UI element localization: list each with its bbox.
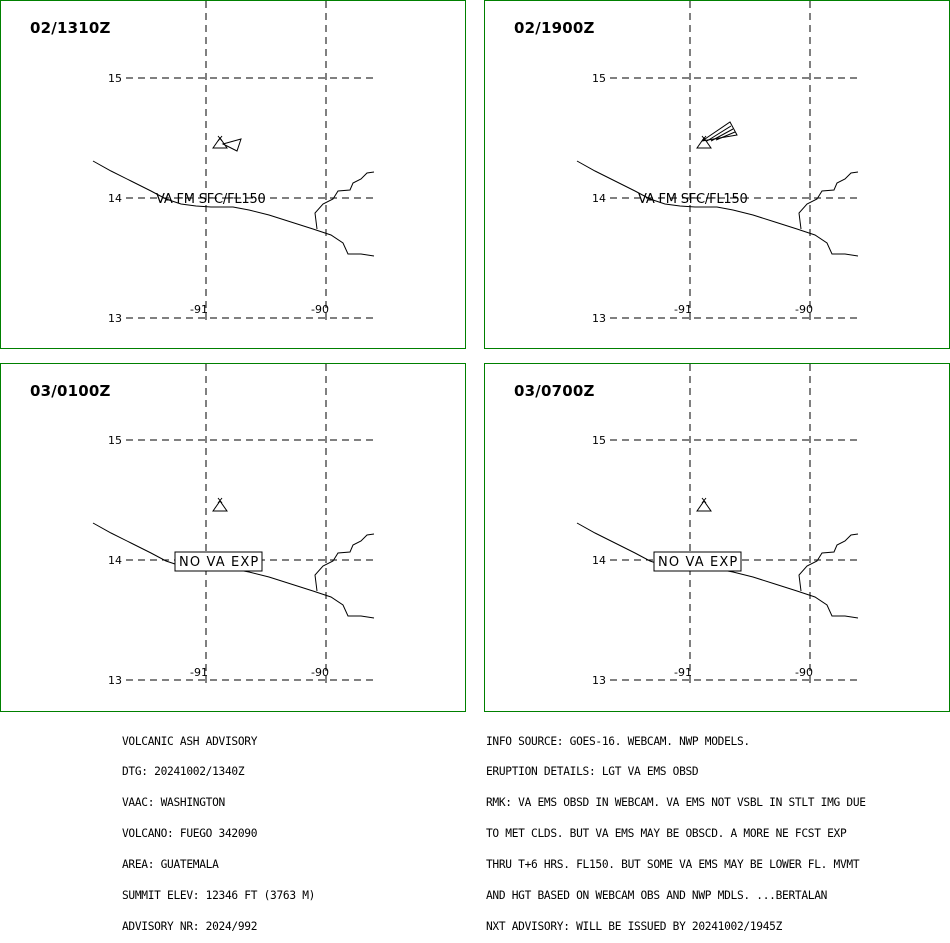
advisory-line: INFO SOURCE: GOES-16. WEBCAM. NWP MODELS… bbox=[486, 734, 750, 748]
lon-label-91: -91 bbox=[190, 666, 208, 679]
panel-time: 02/1900Z bbox=[514, 19, 595, 37]
no-va-box bbox=[174, 551, 263, 572]
advisory-line: VOLCANIC ASH ADVISORY bbox=[122, 734, 258, 748]
lat-label-13: 13 bbox=[108, 674, 122, 687]
panel-time: 03/0100Z bbox=[30, 382, 111, 400]
volcano-icon bbox=[696, 497, 712, 512]
map-panel-4: 15 14 13 -91 -90 NO VA EXP 03/0700Z bbox=[484, 363, 950, 712]
volcano-icon bbox=[696, 135, 712, 149]
lat-label-15: 15 bbox=[592, 434, 606, 447]
coastline bbox=[576, 160, 859, 257]
border-line bbox=[314, 533, 375, 592]
map-canvas: 15 14 13 -91 -90 VA FM SFC/FL150 bbox=[92, 1, 376, 325]
grid-lines bbox=[610, 364, 860, 684]
advisory-line: AND HGT BASED ON WEBCAM OBS AND NWP MDLS… bbox=[486, 889, 828, 903]
lon-label-90: -90 bbox=[795, 666, 813, 679]
ash-polygon bbox=[701, 121, 738, 142]
lon-label-91: -91 bbox=[674, 666, 692, 679]
va-label: VA FM SFC/FL150 bbox=[156, 192, 266, 207]
panel-time: 02/1310Z bbox=[30, 19, 111, 37]
lon-label-90: -90 bbox=[311, 303, 329, 316]
map-canvas: 15 14 13 -91 -90 VA FM SFC/FL150 bbox=[576, 1, 860, 325]
grid-lines bbox=[610, 1, 860, 321]
lon-label-90: -90 bbox=[795, 303, 813, 316]
lon-label-91: -91 bbox=[674, 303, 692, 316]
grid-lines bbox=[126, 1, 376, 321]
ash-polygon bbox=[221, 138, 242, 152]
lat-label-13: 13 bbox=[592, 312, 606, 325]
grid-lines bbox=[126, 364, 376, 684]
va-label: VA FM SFC/FL150 bbox=[638, 192, 748, 207]
advisory-line: ERUPTION DETAILS: LGT VA EMS OBSD bbox=[486, 765, 699, 779]
lat-label-13: 13 bbox=[592, 674, 606, 687]
advisory-line: RMK: VA EMS OBSD IN WEBCAM. VA EMS NOT V… bbox=[486, 796, 866, 810]
volcano-icon bbox=[212, 497, 228, 512]
lat-label-14: 14 bbox=[592, 192, 606, 205]
advisory-line: NXT ADVISORY: WILL BE ISSUED BY 20241002… bbox=[486, 919, 783, 933]
advisory-line: SUMMIT ELEV: 12346 FT (3763 M) bbox=[122, 889, 316, 903]
advisory-line: THRU T+6 HRS. FL150. BUT SOME VA EMS MAY… bbox=[486, 858, 860, 872]
lat-label-15: 15 bbox=[108, 434, 122, 447]
lat-label-13: 13 bbox=[108, 312, 122, 325]
advisory-line: DTG: 20241002/1340Z bbox=[122, 765, 245, 779]
advisory-line: ADVISORY NR: 2024/992 bbox=[122, 919, 258, 933]
map-panel-3: 15 14 13 -91 -90 NO VA EXP 03/0100Z bbox=[0, 363, 466, 712]
no-va-box bbox=[653, 551, 742, 572]
map-panel-1: 15 14 13 -91 -90 VA FM SFC/FL150 02/1310… bbox=[0, 0, 466, 349]
border-line bbox=[314, 171, 375, 230]
no-va-label: NO VA EXP bbox=[658, 555, 737, 570]
border-line bbox=[798, 171, 859, 230]
advisory-left-text: VOLCANIC ASH ADVISORY DTG: 20241002/1340… bbox=[122, 716, 315, 943]
lon-label-90: -90 bbox=[311, 666, 329, 679]
coastline bbox=[92, 160, 375, 257]
advisory-line: VOLCANO: FUEGO 342090 bbox=[122, 827, 258, 841]
lat-label-15: 15 bbox=[592, 72, 606, 85]
advisory-right-text: INFO SOURCE: GOES-16. WEBCAM. NWP MODELS… bbox=[486, 716, 866, 943]
panel-time: 03/0700Z bbox=[514, 382, 595, 400]
volcano-icon bbox=[212, 135, 228, 149]
advisory-line: TO MET CLDS. BUT VA EMS MAY BE OBSCD. A … bbox=[486, 827, 847, 841]
advisory-line: VAAC: WASHINGTON bbox=[122, 796, 225, 810]
lon-label-91: -91 bbox=[190, 303, 208, 316]
no-va-label: NO VA EXP bbox=[179, 555, 258, 570]
advisory-line: AREA: GUATEMALA bbox=[122, 858, 219, 872]
map-canvas: 15 14 13 -91 -90 NO VA EXP bbox=[92, 364, 376, 687]
border-line bbox=[798, 533, 859, 592]
lat-label-14: 14 bbox=[108, 192, 122, 205]
map-canvas: 15 14 13 -91 -90 NO VA EXP bbox=[576, 364, 860, 687]
lat-label-15: 15 bbox=[108, 72, 122, 85]
map-panel-2: 15 14 13 -91 -90 VA FM SFC/FL150 02/1900… bbox=[484, 0, 950, 349]
lat-label-14: 14 bbox=[592, 554, 606, 567]
lat-label-14: 14 bbox=[108, 554, 122, 567]
